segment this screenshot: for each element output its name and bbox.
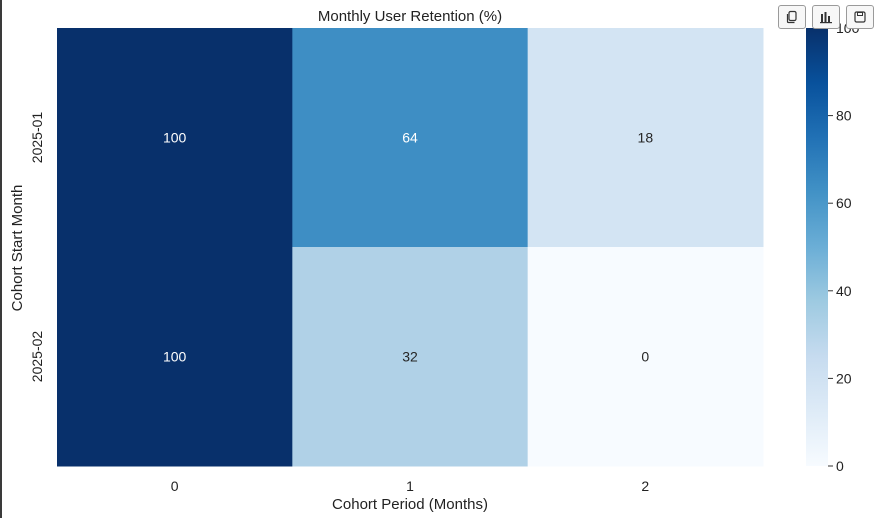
chart-button[interactable] (812, 5, 840, 29)
colorbar-tick-label-60: 60 (836, 195, 852, 211)
y-axis-label: Cohort Start Month (9, 185, 26, 312)
cell-label-2025-01-2: 18 (638, 130, 654, 146)
save-icon (854, 11, 866, 23)
copy-button[interactable] (778, 5, 806, 29)
chart-icon (820, 12, 832, 24)
cell-label-2025-01-1: 64 (402, 130, 418, 146)
heatmap-cell-2025-01-2 (527, 28, 764, 248)
cell-label-2025-02-1: 32 (402, 349, 418, 365)
cell-label-2025-02-2: 0 (641, 349, 649, 365)
x-tick-label-0: 0 (171, 478, 179, 494)
x-axis-label: Cohort Period (Months) (332, 496, 488, 513)
window-left-border (0, 0, 2, 518)
save-button[interactable] (846, 5, 874, 29)
cell-label-2025-01-0: 100 (163, 130, 187, 146)
x-tick-label-1: 1 (406, 478, 414, 494)
heatmap-cell-2025-02-2 (527, 247, 764, 467)
copy-icon (786, 10, 797, 24)
heatmap-cell-2025-02-1 (292, 247, 529, 467)
y-tick-label-2025-01: 2025-01 (29, 112, 45, 164)
heatmap-cell-2025-02-0 (57, 247, 293, 467)
cell-label-2025-02-0: 100 (163, 349, 187, 365)
colorbar-tick-label-40: 40 (836, 283, 852, 299)
heatmap-cell-2025-01-1 (292, 28, 529, 248)
colorbar-tick-label-20: 20 (836, 370, 852, 386)
colorbar (806, 28, 828, 466)
colorbar-tick-label-0: 0 (836, 458, 844, 474)
chart-title: Monthly User Retention (%) (318, 8, 502, 25)
y-tick-label-2025-02: 2025-02 (29, 331, 45, 383)
colorbar-tick-label-80: 80 (836, 108, 852, 124)
x-tick-label-2: 2 (641, 478, 649, 494)
heatmap-cell-2025-01-0 (57, 28, 293, 248)
figure-toolbar (778, 5, 874, 29)
